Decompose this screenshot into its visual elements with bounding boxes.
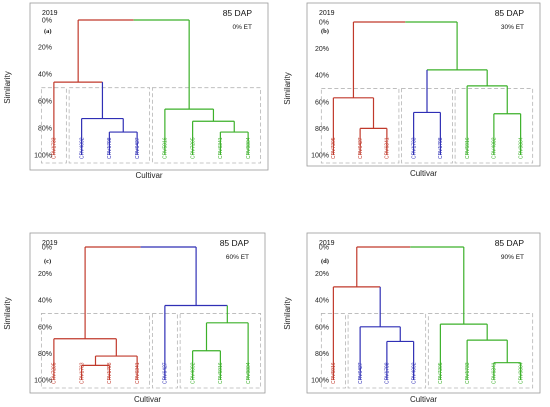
panel-2-leaf-label: CRV1733	[411, 137, 417, 159]
panel-4-cluster-box-3	[427, 313, 534, 389]
panel-4-cluster-box-1	[320, 313, 346, 389]
panel-2-ytick-label: 80%	[315, 126, 329, 133]
panel-1-leaf-label: CRV9804	[246, 137, 252, 159]
panel-4-ytick-label: 40%	[315, 298, 329, 305]
panel-1-cluster-box-2	[68, 87, 151, 164]
panel-1-leaf-label: CRV5916	[163, 137, 169, 159]
panel-2-y-axis-label: Similarity	[283, 72, 292, 104]
panel-1-ytick-label: 20%	[38, 45, 52, 52]
panel-3-ytick-label: 100%	[34, 378, 52, 385]
panel-2-panel-letter: (b)	[321, 28, 329, 35]
panel-3-leaf-label: CRV9804	[246, 362, 252, 384]
panel-3-ytick-label: 60%	[38, 324, 52, 331]
panel-2-cluster-box-3	[454, 88, 534, 164]
panel-2-ytick-label: 0%	[319, 20, 329, 27]
panel-3-cluster-box-3	[179, 313, 262, 389]
panel-3-leaf-label: CRV4092	[190, 362, 196, 384]
panel-2-et-label: 30% ET	[501, 24, 524, 31]
panel-3-leaf-label: CRV5916	[218, 362, 224, 384]
panel-4-ytick-label: 100%	[311, 378, 329, 385]
panel-3-leaf-label: CRV6427	[163, 362, 169, 384]
panel-2-cluster-box-1	[320, 88, 400, 164]
panel-1-ytick-label: 80%	[38, 126, 52, 133]
panel-3-leaf-label: CRV1798	[107, 362, 113, 384]
panel-4-cluster-box-2	[347, 313, 427, 389]
panel-3-dap-label: 85 DAP	[220, 238, 250, 248]
panel-2-x-axis-label: Cultivar	[410, 169, 437, 178]
panel-2-ytick-label: 40%	[315, 73, 329, 80]
panel-3-leaf-label: CRV6341	[135, 362, 141, 384]
panel-2-cluster-box-2	[401, 88, 453, 164]
panel-1-cluster-box-3	[151, 87, 262, 164]
panel-3-year: 2019	[42, 240, 58, 247]
panel-3-ytick-label: 80%	[38, 351, 52, 358]
panel-4-leaf-label: CRV1798	[385, 362, 391, 384]
panel-1-ytick-label: 40%	[38, 72, 52, 79]
panel-2-leaf-label: CRV6427	[358, 137, 364, 159]
panel-3-y-axis-label: Similarity	[3, 297, 12, 329]
panel-2-leaf-label: CRV4092	[492, 137, 498, 159]
panel-1-x-axis-label: Cultivar	[135, 171, 162, 180]
panel-3-et-label: 60% ET	[226, 254, 249, 261]
panel-2-ytick-label: 20%	[315, 46, 329, 53]
panel-4-leaf-label: CRV6341	[492, 362, 498, 384]
panel-1-dap-label: 85 DAP	[223, 8, 253, 18]
panel-4-panel-letter: (d)	[321, 258, 329, 265]
panel-2-leaf-label: CRV7205	[331, 137, 337, 159]
panel-4-ytick-label: 20%	[315, 271, 329, 278]
panel-3-ytick-label: 40%	[38, 298, 52, 305]
panel-2-year: 2019	[319, 10, 335, 17]
panel-4-et-label: 90% ET	[501, 254, 524, 261]
panel-4-leaf-label: CRV5916	[331, 362, 337, 384]
panel-3-ytick-label: 20%	[38, 271, 52, 278]
panel-4-leaf-label: CRV1733	[465, 362, 471, 384]
panel-4-y-axis-label: Similarity	[283, 297, 292, 329]
panel-4-frame	[306, 232, 541, 394]
panel-1-ytick-label: 60%	[38, 99, 52, 106]
panel-1-frame	[29, 2, 269, 171]
panel-3-x-axis-label: Cultivar	[134, 395, 161, 404]
panel-3-cluster-box-2	[151, 313, 178, 389]
panel-4-ytick-label: 80%	[315, 351, 329, 358]
panel-1-ytick-label: 100%	[34, 153, 52, 160]
panel-1-cluster-box-1	[40, 87, 67, 164]
panel-1-leaf-label: CRV6341	[218, 137, 224, 159]
panel-2-leaf-label: CRV1798	[438, 137, 444, 159]
panel-1-year: 2019	[42, 10, 58, 17]
panel-3-panel-letter: (c)	[44, 258, 51, 265]
panel-1-et-label: 0% ET	[232, 24, 252, 31]
panel-1-ytick-label: 0%	[42, 18, 52, 25]
panel-3-frame	[29, 232, 266, 394]
panel-4-leaf-label: CRV7205	[438, 362, 444, 384]
panel-2-frame	[306, 2, 541, 167]
panel-4-leaf-label: CRV6427	[358, 362, 364, 384]
panel-3-cluster-box-1	[40, 313, 151, 389]
panel-1-leaf-label: CRV6427	[135, 137, 141, 159]
panel-4-ytick-label: 0%	[319, 245, 329, 252]
panel-2-leaf-label: CRV6341	[385, 137, 391, 159]
panel-1-leaf-label: CRV1798	[107, 137, 113, 159]
panel-1-panel-letter: (a)	[44, 28, 52, 35]
panel-4-leaf-label: CRV9804	[518, 362, 524, 384]
panel-3-leaf-label: CRV7205	[52, 362, 58, 384]
panel-4-x-axis-label: Cultivar	[410, 395, 437, 404]
panel-1-leaf-label: CRV4092	[79, 137, 85, 159]
panel-3-leaf-label: CRV1733	[79, 362, 85, 384]
panel-2-dap-label: 85 DAP	[495, 8, 525, 18]
panel-2-leaf-label: CRV5916	[465, 137, 471, 159]
panel-4-dap-label: 85 DAP	[495, 238, 525, 248]
panel-1-leaf-label: CRV7205	[190, 137, 196, 159]
panel-4-ytick-label: 60%	[315, 324, 329, 331]
panel-1-y-axis-label: Similarity	[3, 71, 12, 103]
panel-4-year: 2019	[319, 240, 335, 247]
panel-1-leaf-label: CRV1733	[52, 137, 58, 159]
panel-2-ytick-label: 100%	[311, 153, 329, 160]
panel-3-ytick-label: 0%	[42, 245, 52, 252]
panel-2-leaf-label: CRV9804	[518, 137, 524, 159]
panel-4-leaf-label: CRV4092	[411, 362, 417, 384]
panel-2-ytick-label: 60%	[315, 99, 329, 106]
